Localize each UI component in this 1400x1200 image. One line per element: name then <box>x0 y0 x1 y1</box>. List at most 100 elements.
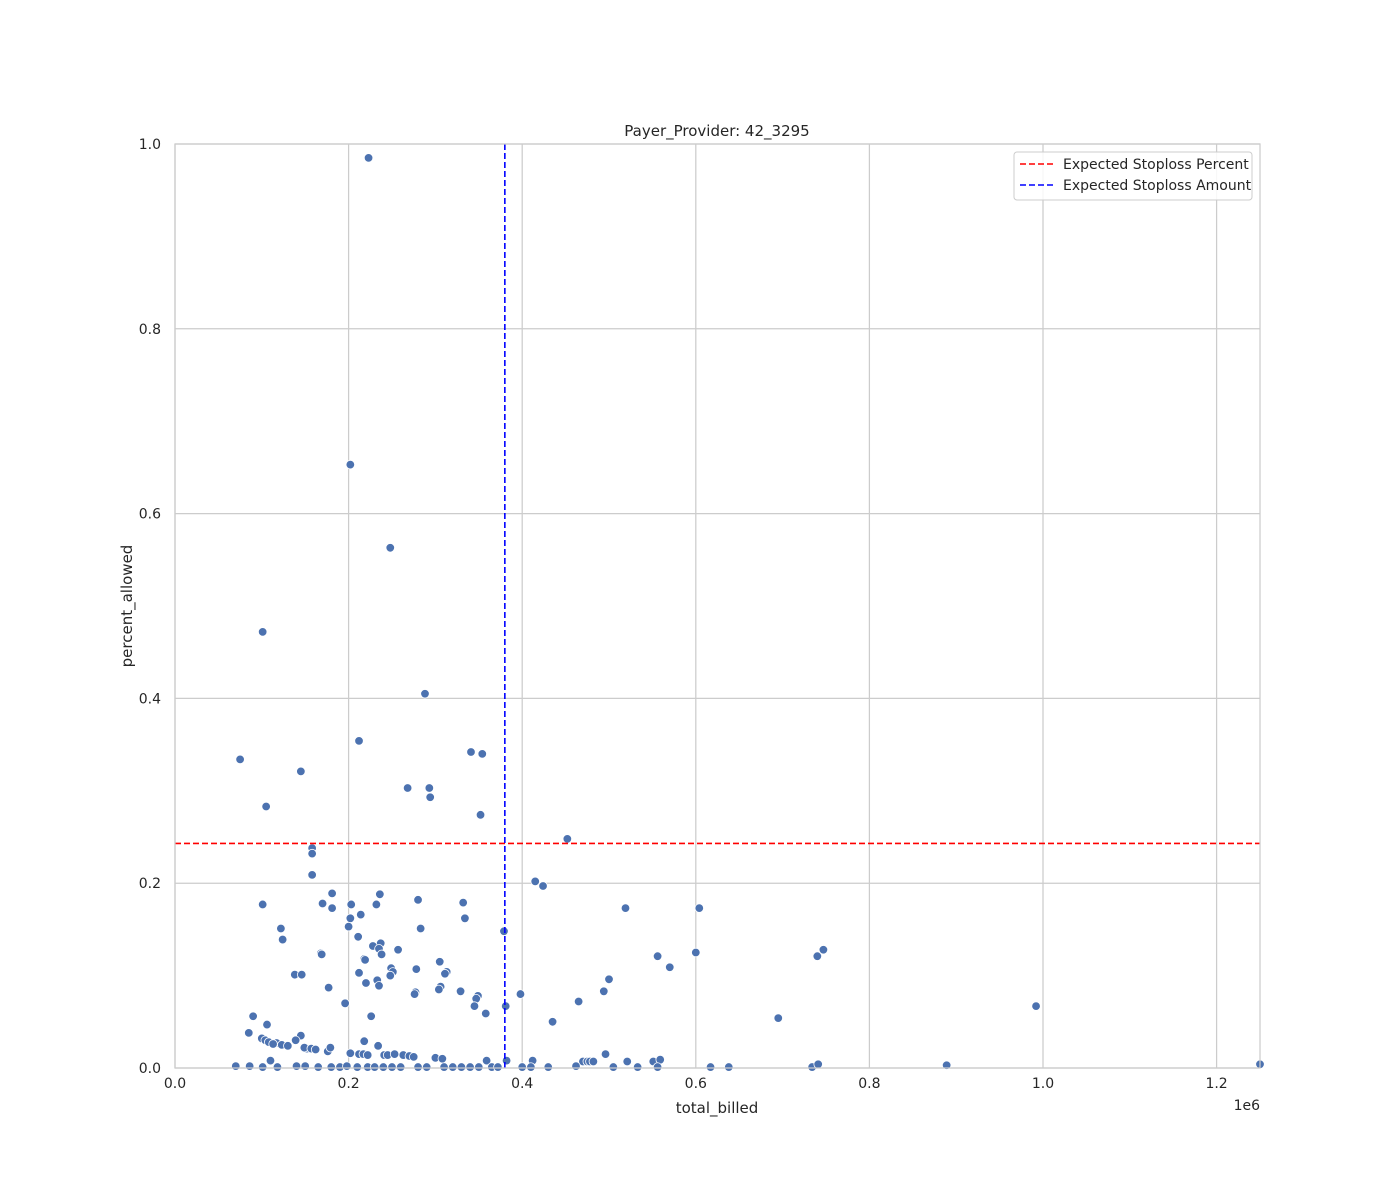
data-point <box>342 1061 352 1071</box>
y-tick-label: 0.4 <box>139 691 161 707</box>
data-point <box>562 834 573 844</box>
plot-frame <box>174 143 1261 1069</box>
data-point <box>501 1001 511 1011</box>
legend-box <box>1013 151 1253 201</box>
data-point <box>493 1062 503 1072</box>
data-point <box>424 783 435 793</box>
data-point <box>313 1062 323 1072</box>
data-point <box>389 1049 400 1059</box>
data-point <box>323 982 334 993</box>
data-point <box>425 792 435 802</box>
data-point <box>354 968 364 978</box>
data-point <box>573 996 584 1007</box>
y-tick-label: 0.8 <box>139 322 161 338</box>
data-point <box>297 969 307 980</box>
data-point <box>378 1062 389 1072</box>
data-point <box>571 1061 581 1071</box>
data-point <box>440 969 450 979</box>
data-point <box>352 1062 362 1072</box>
data-point <box>261 801 271 812</box>
data-point <box>538 881 548 891</box>
x-axis-offset-label: 1e6 <box>1234 1098 1261 1114</box>
data-point <box>1031 1001 1041 1011</box>
x-axis-label: total_billed <box>676 1099 759 1118</box>
data-point <box>604 974 614 984</box>
data-point <box>375 889 385 899</box>
y-tick-label: 0.2 <box>139 876 161 892</box>
x-tick-label: 0.0 <box>164 1076 186 1092</box>
data-point <box>235 754 245 765</box>
data-point <box>257 1062 268 1072</box>
data-point <box>773 1013 783 1023</box>
data-point <box>474 1062 484 1072</box>
data-point <box>413 1062 423 1072</box>
data-point <box>434 984 444 995</box>
y-tick-labels: 0.0 0.2 0.4 0.6 0.8 1.0 <box>139 137 161 1077</box>
data-point <box>363 153 374 163</box>
data-point <box>691 947 701 958</box>
data-point <box>652 1062 663 1072</box>
data-point <box>262 1019 272 1030</box>
data-point <box>456 1062 467 1072</box>
data-point <box>346 899 356 910</box>
data-point <box>317 898 328 909</box>
data-point <box>620 903 631 913</box>
data-point <box>248 1011 258 1021</box>
data-point <box>600 1049 611 1059</box>
data-point <box>300 1061 310 1071</box>
data-point <box>290 1035 301 1045</box>
data-point <box>652 951 663 961</box>
data-point <box>466 747 476 757</box>
data-point <box>622 1056 632 1067</box>
data-point <box>257 899 268 910</box>
data-point <box>724 1062 734 1072</box>
data-point <box>460 913 470 924</box>
data-point <box>291 1061 302 1071</box>
data-points <box>231 153 1265 1072</box>
x-tick-label: 0.6 <box>685 1076 707 1092</box>
data-point <box>359 1036 369 1046</box>
data-point <box>705 1062 716 1072</box>
data-point <box>420 689 430 699</box>
data-point <box>345 459 356 470</box>
y-tick-label: 0.0 <box>139 1061 161 1077</box>
data-point <box>588 1056 599 1067</box>
data-point <box>276 923 286 934</box>
data-point <box>374 981 384 991</box>
data-point <box>257 627 268 637</box>
data-point <box>409 989 420 999</box>
x-tick-label: 0.4 <box>511 1076 533 1092</box>
data-point <box>387 1062 397 1072</box>
reference-lines <box>175 144 1260 1068</box>
data-point <box>362 1050 373 1060</box>
data-point <box>373 1041 383 1051</box>
x-tick-labels: 0.0 0.2 0.4 0.6 0.8 1.0 1.2 <box>164 1076 1228 1092</box>
data-point <box>413 895 423 905</box>
data-point <box>393 945 403 955</box>
data-point <box>310 1044 321 1055</box>
chart-title: Payer_Provider: 42_3295 <box>624 122 809 141</box>
data-point <box>371 899 382 910</box>
data-point <box>265 1055 276 1066</box>
data-point <box>402 783 413 793</box>
data-point <box>272 1062 283 1072</box>
data-point <box>231 1061 241 1071</box>
data-point <box>608 1062 619 1072</box>
data-point <box>395 1062 406 1072</box>
data-point <box>283 1041 293 1051</box>
data-point <box>465 1062 475 1072</box>
data-point <box>277 934 288 945</box>
data-point <box>385 970 395 981</box>
data-point <box>356 909 366 920</box>
data-point <box>435 957 445 967</box>
data-point <box>366 1011 376 1021</box>
data-point <box>361 978 371 988</box>
y-tick-label: 0.6 <box>139 507 161 523</box>
data-point <box>543 1062 553 1072</box>
x-tick-label: 0.2 <box>337 1076 359 1092</box>
legend-label-stoploss-percent: Expected Stoploss Percent <box>1063 157 1249 173</box>
data-point <box>345 913 356 924</box>
y-tick-label: 1.0 <box>139 137 161 153</box>
data-point <box>813 1059 823 1070</box>
data-point <box>517 1062 527 1072</box>
